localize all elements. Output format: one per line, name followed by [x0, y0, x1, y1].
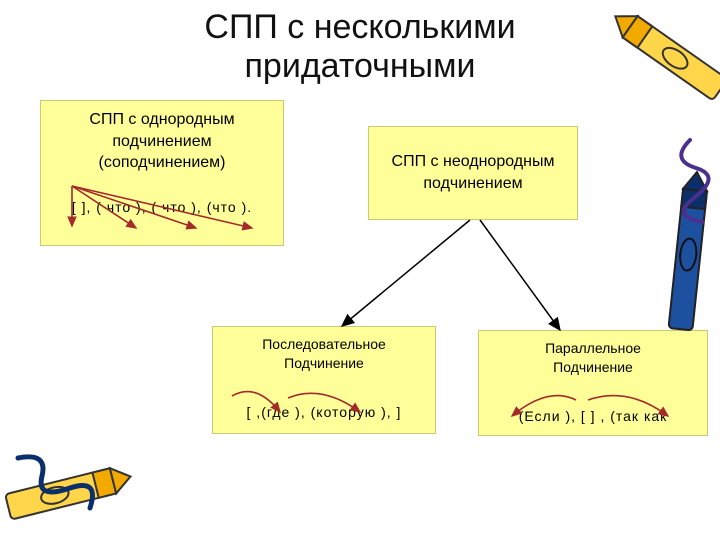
heterogeneous-line2: подчинением [377, 173, 569, 195]
sequential-line1: Последовательное [221, 335, 427, 354]
box-heterogeneous: СПП с неоднородным подчинением [368, 126, 578, 220]
parallel-line2: Подчинение [487, 358, 699, 377]
page-title: СПП с несколькими придаточными [0, 0, 720, 86]
box-homogeneous: СПП с однородным подчинением (соподчинен… [40, 100, 284, 246]
sequential-formula: [ ,(где ), (которую ), ] [221, 403, 427, 422]
title-line-1: СПП с несколькими [204, 8, 515, 46]
homogeneous-line2: подчинением [49, 131, 275, 153]
homogeneous-formula: [ ], ( что ), ( что ), (что ). [49, 198, 275, 217]
box-sequential: Последовательное Подчинение [ ,(где ), (… [212, 326, 436, 434]
parallel-line1: Параллельное [487, 339, 699, 358]
homogeneous-line1: СПП с однородным [49, 109, 275, 131]
homogeneous-line3: (соподчинением) [49, 152, 275, 174]
sequential-line2: Подчинение [221, 354, 427, 373]
box-parallel: Параллельное Подчинение (Если ), [ ] , (… [478, 330, 708, 436]
parallel-formula: (Если ), [ ] , (так как [487, 407, 699, 426]
title-line-2: придаточными [245, 47, 476, 85]
heterogeneous-line1: СПП с неоднородным [377, 151, 569, 173]
